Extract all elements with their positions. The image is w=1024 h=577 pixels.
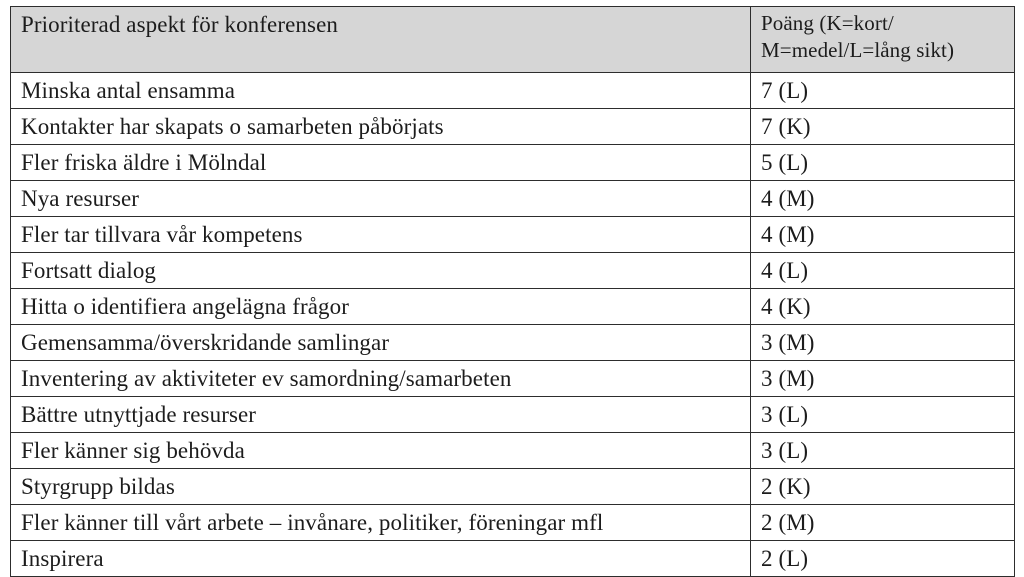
cell-aspekt: Fler friska äldre i Mölndal (11, 145, 751, 181)
column-header-aspekt: Prioriterad aspekt för konferensen (11, 7, 751, 73)
table-row: Nya resurser 4 (M) (11, 181, 1015, 217)
cell-poang: 3 (L) (751, 397, 1015, 433)
cell-poang: 4 (M) (751, 217, 1015, 253)
cell-aspekt: Hitta o identifiera angelägna frågor (11, 289, 751, 325)
cell-poang: 3 (L) (751, 433, 1015, 469)
table-row: Inventering av aktiviteter ev samordning… (11, 361, 1015, 397)
cell-poang: 2 (M) (751, 505, 1015, 541)
column-header-poang: Poäng (K=kort/ M=medel/L=lång sikt) (751, 7, 1015, 73)
cell-aspekt: Nya resurser (11, 181, 751, 217)
table-row: Fler friska äldre i Mölndal 5 (L) (11, 145, 1015, 181)
cell-poang: 4 (M) (751, 181, 1015, 217)
cell-aspekt: Kontakter har skapats o samarbeten påbör… (11, 109, 751, 145)
table-row: Gemensamma/överskridande samlingar 3 (M) (11, 325, 1015, 361)
cell-poang: 2 (K) (751, 469, 1015, 505)
table-row: Minska antal ensamma 7 (L) (11, 73, 1015, 109)
cell-aspekt: Inventering av aktiviteter ev samordning… (11, 361, 751, 397)
table-row: Fortsatt dialog 4 (L) (11, 253, 1015, 289)
table-row: Fler känner sig behövda 3 (L) (11, 433, 1015, 469)
cell-aspekt: Fler tar tillvara vår kompetens (11, 217, 751, 253)
cell-aspekt: Inspirera (11, 541, 751, 577)
cell-poang: 7 (K) (751, 109, 1015, 145)
table-row: Bättre utnyttjade resurser 3 (L) (11, 397, 1015, 433)
table-row: Kontakter har skapats o samarbeten påbör… (11, 109, 1015, 145)
table-row: Fler tar tillvara vår kompetens 4 (M) (11, 217, 1015, 253)
cell-aspekt: Fler känner till vårt arbete – invånare,… (11, 505, 751, 541)
page: Prioriterad aspekt för konferensen Poäng… (0, 0, 1024, 549)
cell-aspekt: Minska antal ensamma (11, 73, 751, 109)
cell-aspekt: Fortsatt dialog (11, 253, 751, 289)
table-row: Styrgrupp bildas 2 (K) (11, 469, 1015, 505)
cell-aspekt: Fler känner sig behövda (11, 433, 751, 469)
cell-poang: 2 (L) (751, 541, 1015, 577)
cell-aspekt: Bättre utnyttjade resurser (11, 397, 751, 433)
cell-poang: 5 (L) (751, 145, 1015, 181)
table-row: Inspirera 2 (L) (11, 541, 1015, 577)
cell-poang: 3 (M) (751, 361, 1015, 397)
table-header-row: Prioriterad aspekt för konferensen Poäng… (11, 7, 1015, 73)
table-body: Minska antal ensamma 7 (L) Kontakter har… (11, 73, 1015, 577)
cell-poang: 3 (M) (751, 325, 1015, 361)
priorities-table: Prioriterad aspekt för konferensen Poäng… (10, 6, 1015, 577)
cell-poang: 4 (L) (751, 253, 1015, 289)
table-header: Prioriterad aspekt för konferensen Poäng… (11, 7, 1015, 73)
cell-aspekt: Styrgrupp bildas (11, 469, 751, 505)
cell-poang: 4 (K) (751, 289, 1015, 325)
cell-poang: 7 (L) (751, 73, 1015, 109)
table-row: Hitta o identifiera angelägna frågor 4 (… (11, 289, 1015, 325)
cell-aspekt: Gemensamma/överskridande samlingar (11, 325, 751, 361)
table-row: Fler känner till vårt arbete – invånare,… (11, 505, 1015, 541)
